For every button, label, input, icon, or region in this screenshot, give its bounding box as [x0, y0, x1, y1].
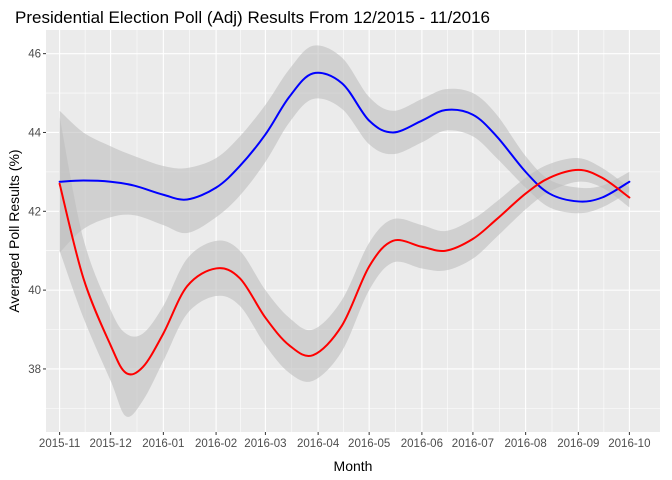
x-tick-label: 2016-03 [244, 438, 286, 450]
x-axis: 2015-11 2015-12 2016-01 2016-02 2016-03 2016-… [39, 432, 650, 450]
chart-title: Presidential Election Poll (Adj) Results… [15, 8, 490, 27]
confidence-band-2 [59, 116, 630, 417]
x-tick-label: 2016-09 [557, 438, 599, 450]
y-tick-label: 44 [28, 127, 41, 139]
x-tick-label: 2016-02 [195, 438, 237, 450]
x-tick-label: 2016-06 [401, 438, 443, 450]
x-tick-label: 2016-05 [348, 438, 390, 450]
series-line-2 [58, 168, 631, 376]
x-tick-label: 2015-12 [90, 438, 132, 450]
y-axis-title: Averaged Poll Results (%) [6, 149, 22, 312]
y-tick-label: 40 [28, 285, 41, 297]
y-tick-label: 42 [28, 206, 41, 218]
x-tick-label: 2016-04 [297, 438, 340, 450]
x-tick-label: 2016-01 [142, 438, 184, 450]
confidence-bands [59, 45, 630, 417]
x-tick-label: 2016-08 [505, 438, 547, 450]
x-tick-label: 2016-07 [452, 438, 494, 450]
x-tick-label: 2015-11 [39, 438, 80, 450]
x-axis-title: Month [334, 458, 373, 474]
series-line-1 [58, 71, 631, 203]
confidence-band-1 [59, 45, 630, 253]
series-lines [58, 71, 631, 376]
y-tick-label: 38 [28, 364, 41, 376]
y-axis: 38 40 42 44 46 [28, 49, 46, 376]
x-tick-label: 2016-10 [608, 438, 650, 450]
y-tick-label: 46 [28, 49, 41, 61]
